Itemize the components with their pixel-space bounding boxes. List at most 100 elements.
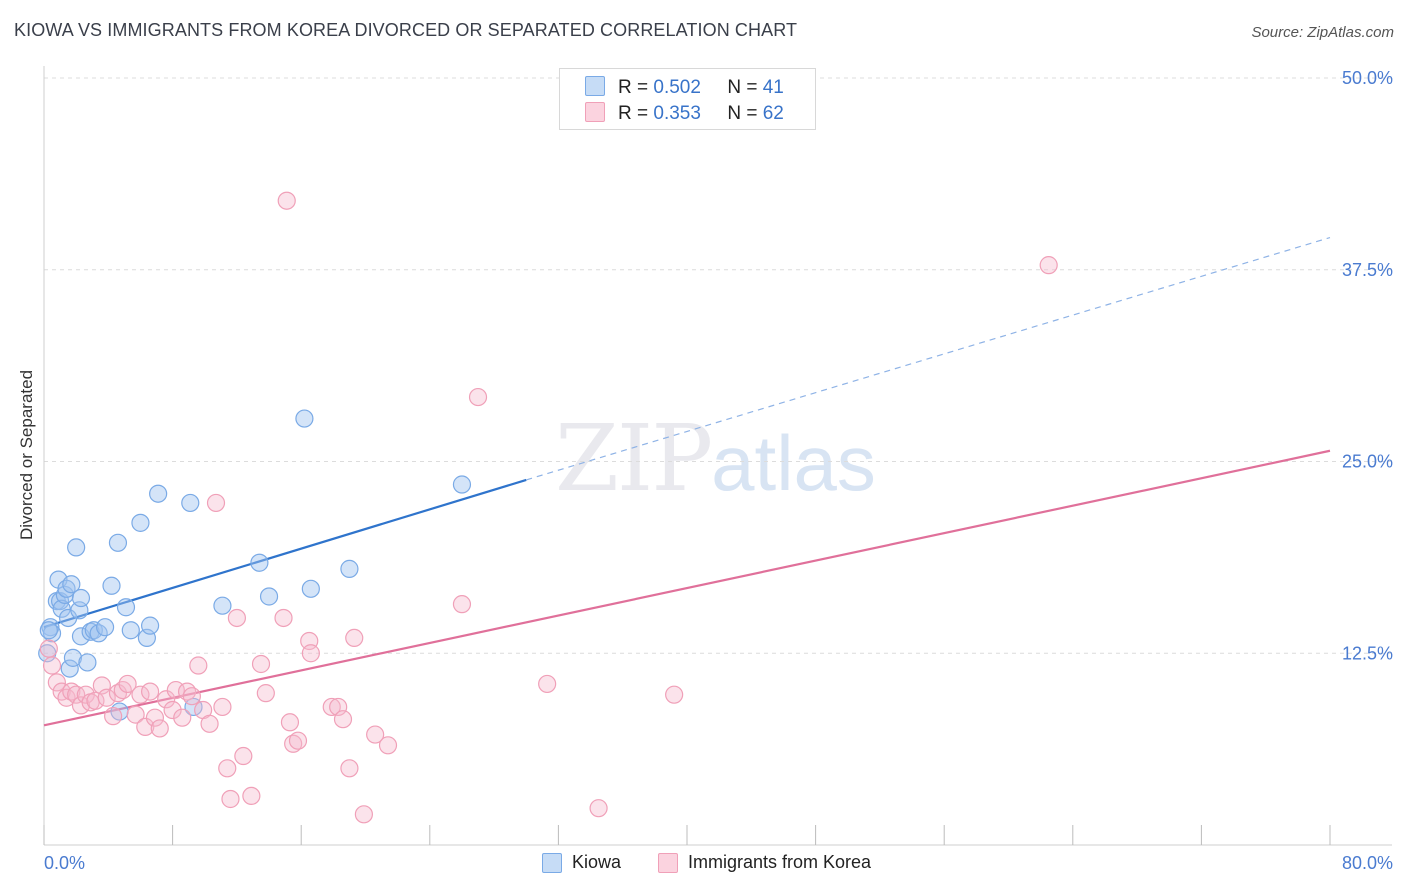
kiowa-point xyxy=(250,553,269,572)
watermark-atlas: atlas xyxy=(711,419,876,507)
korea-point xyxy=(42,656,62,675)
kiowa-point xyxy=(84,621,103,640)
korea-point xyxy=(452,595,472,614)
korea-point xyxy=(322,697,341,717)
legend-swatch-kiowa xyxy=(585,76,605,96)
data-points xyxy=(38,191,1058,824)
legend-n-value-kiowa: 41 xyxy=(762,77,784,98)
legend-label-kiowa: Kiowa xyxy=(572,852,622,872)
korea-point xyxy=(345,628,364,648)
kiowa-point xyxy=(116,598,136,617)
korea-point xyxy=(218,759,237,778)
korea-point xyxy=(182,687,201,706)
kiowa-point xyxy=(78,653,97,672)
korea-point xyxy=(366,725,385,744)
korea-point xyxy=(284,734,303,753)
watermark-zip: ZIP xyxy=(555,405,713,512)
legend-n-label: N = xyxy=(727,77,758,98)
korea-point xyxy=(52,682,71,701)
korea-point xyxy=(104,707,123,726)
kiowa-point xyxy=(102,576,121,595)
kiowa-point xyxy=(42,624,62,643)
trend-lines xyxy=(43,236,1331,727)
korea-point xyxy=(97,688,116,707)
korea-point xyxy=(242,786,261,806)
korea-point xyxy=(173,708,192,727)
kiowa-point xyxy=(340,559,359,578)
kiowa-point xyxy=(95,618,115,637)
korea-point xyxy=(378,736,398,755)
kiowa-point xyxy=(121,621,140,640)
kiowa-point xyxy=(213,596,232,615)
kiowa-trend-extension xyxy=(526,236,1331,481)
korea-point xyxy=(136,717,155,736)
kiowa-point xyxy=(301,579,320,598)
kiowa-point xyxy=(60,659,79,678)
legend-swatch-korea xyxy=(585,102,605,122)
korea-point xyxy=(227,608,246,628)
legend-swatch-korea xyxy=(658,853,678,873)
korea-point xyxy=(200,714,219,733)
kiowa-point xyxy=(71,588,91,608)
kiowa-point xyxy=(52,599,71,618)
korea-point xyxy=(589,799,608,818)
korea-point xyxy=(277,191,296,210)
korea-point xyxy=(1039,256,1058,275)
korea-point xyxy=(274,608,293,628)
korea-point xyxy=(62,682,81,701)
korea-point xyxy=(468,387,488,407)
kiowa-point xyxy=(41,618,60,637)
kiowa-point xyxy=(63,648,83,667)
x-tick-label: 80.0% xyxy=(1342,853,1393,873)
grid-lines xyxy=(44,77,1392,654)
korea-point xyxy=(118,674,137,694)
kiowa-point xyxy=(131,513,150,532)
axes xyxy=(43,66,1392,846)
korea-point xyxy=(301,644,320,663)
kiowa-point xyxy=(149,484,168,503)
korea-point xyxy=(108,684,128,703)
x-tick-label: 0.0% xyxy=(44,853,85,873)
korea-point xyxy=(665,685,684,704)
legend-r-label: R = xyxy=(618,103,649,124)
chart-title: KIOWA VS IMMIGRANTS FROM KOREA DIVORCED … xyxy=(14,20,798,40)
y-tick-label: 25.0% xyxy=(1342,452,1393,472)
korea-point xyxy=(538,674,557,694)
legend-swatch-kiowa xyxy=(542,853,562,873)
y-tick-label: 12.5% xyxy=(1342,643,1393,663)
y-tick-label: 37.5% xyxy=(1342,260,1393,280)
legend-r-label: R = xyxy=(618,77,649,98)
korea-point xyxy=(206,493,226,513)
korea-point xyxy=(280,713,300,732)
korea-point xyxy=(213,697,232,717)
source-label: Source: ZipAtlas.com xyxy=(1251,24,1394,41)
korea-point xyxy=(113,680,132,700)
korea-point xyxy=(251,654,271,674)
korea-point xyxy=(354,805,373,824)
tick-labels: 12.5% 25.0% 37.5% 50.0% 0.0% 80.0% xyxy=(44,68,1393,873)
kiowa-point xyxy=(452,475,472,494)
legend-n-label: N = xyxy=(727,103,758,124)
kiowa-point xyxy=(295,409,314,428)
kiowa-point xyxy=(140,616,160,635)
korea-point xyxy=(221,789,240,809)
watermark: ZIPatlas xyxy=(555,405,876,512)
legend-label-korea: Immigrants from Korea xyxy=(688,852,872,872)
korea-point xyxy=(333,710,353,729)
korea-point xyxy=(163,700,182,720)
kiowa-point xyxy=(67,538,86,557)
kiowa-trend-line xyxy=(43,478,527,629)
korea-trend-line xyxy=(43,449,1331,727)
kiowa-point xyxy=(108,533,128,552)
korea-point xyxy=(340,759,359,778)
y-tick-label: 50.0% xyxy=(1342,68,1393,88)
korea-point xyxy=(256,684,275,703)
legend-n-value-korea: 62 xyxy=(762,103,784,124)
kiowa-point xyxy=(259,587,279,606)
korea-point xyxy=(126,705,145,724)
korea-point xyxy=(39,639,58,658)
korea-point xyxy=(234,746,253,766)
correlation-legend: R = 0.502 N = 41 R = 0.353 N = 62 xyxy=(559,68,816,130)
legend-r-value-korea: 0.353 xyxy=(653,103,701,124)
